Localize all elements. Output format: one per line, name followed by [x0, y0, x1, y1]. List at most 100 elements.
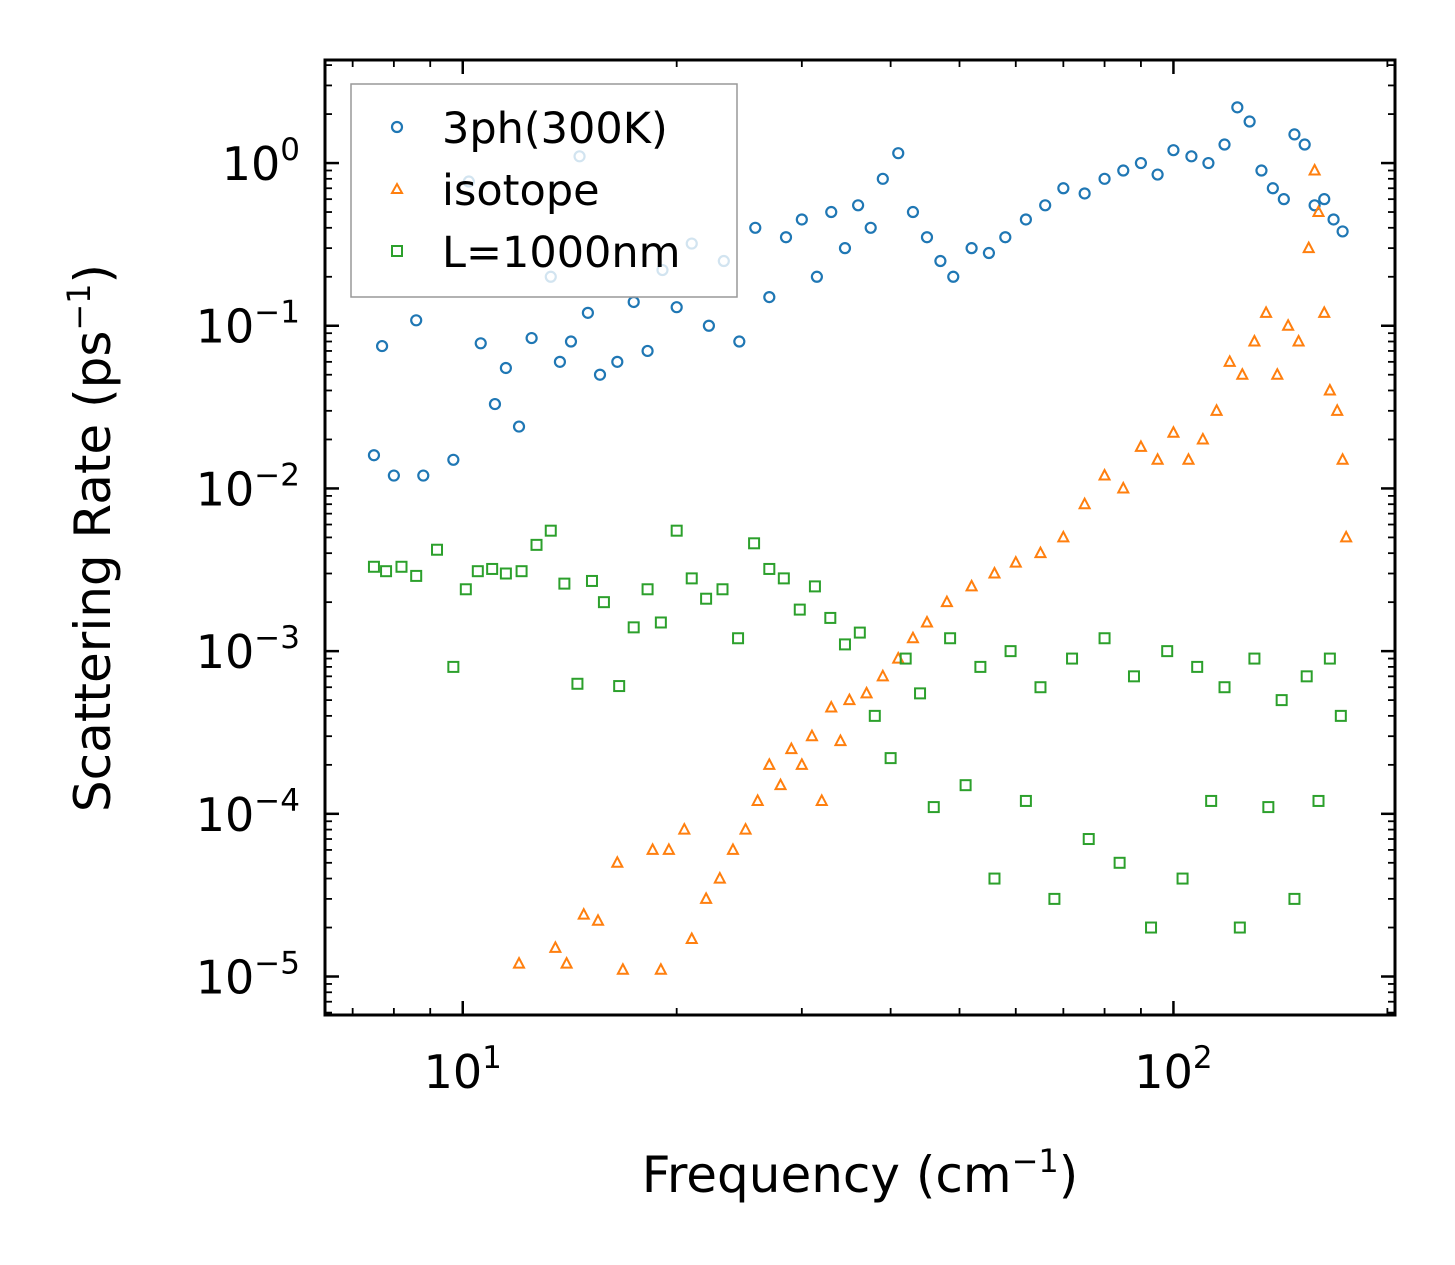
data-point [784, 741, 799, 755]
data-point [947, 270, 960, 283]
data-point [1335, 452, 1350, 465]
data-point [616, 962, 630, 975]
data-point [387, 469, 400, 482]
data-point [1317, 305, 1331, 318]
data-point [410, 569, 423, 582]
data-point [999, 231, 1012, 244]
data-point [645, 842, 660, 855]
data-point [1243, 115, 1256, 128]
data-point [1330, 403, 1344, 416]
data-point [959, 779, 972, 792]
y-tick-label: 100 [222, 132, 300, 191]
data-point [749, 221, 762, 234]
data-point [1311, 204, 1326, 218]
data-point [779, 231, 793, 244]
data-point [515, 565, 528, 578]
data-point [1196, 431, 1210, 445]
data-point [488, 397, 502, 411]
data-point [825, 205, 838, 219]
data-point [677, 821, 691, 835]
data-point [892, 147, 905, 160]
data-point [1312, 794, 1325, 807]
data-point [1127, 670, 1140, 683]
data-point [486, 562, 499, 575]
data-point [965, 242, 978, 255]
y-tick-label: 10−5 [196, 946, 300, 1005]
data-point [842, 692, 857, 706]
data-point [777, 572, 790, 585]
data-point [815, 793, 829, 806]
data-point [763, 562, 776, 575]
data-point [1209, 403, 1224, 416]
x-tick-label: 102 [1134, 1040, 1212, 1099]
data-point [1166, 425, 1181, 438]
data-point [530, 538, 543, 551]
data-point [1150, 452, 1165, 465]
data-point [987, 565, 1002, 579]
series-2 [367, 524, 1347, 934]
data-point [1098, 632, 1111, 645]
data-point [375, 339, 389, 353]
data-point [654, 616, 667, 629]
data-point [773, 777, 788, 791]
data-point [447, 660, 460, 673]
data-point [927, 801, 940, 814]
data-point [914, 687, 927, 700]
data-marks [367, 101, 1353, 975]
series-1 [512, 162, 1353, 975]
data-point [1176, 872, 1189, 885]
data-point [988, 872, 1001, 885]
data-point [906, 630, 920, 644]
data-point [859, 685, 874, 699]
data-point [1117, 164, 1130, 177]
data-point [1300, 670, 1313, 683]
data-point [1259, 305, 1273, 318]
data-point [1181, 452, 1196, 465]
data-point [417, 469, 430, 482]
data-point [1185, 150, 1198, 163]
data-point [795, 213, 808, 226]
data-point [944, 632, 957, 645]
y-tick-label: 10−3 [196, 620, 300, 679]
data-point [1288, 892, 1301, 905]
x-axis-label: Frequency (cm−1) [642, 1142, 1079, 1204]
data-point [1113, 856, 1126, 869]
y-axis-label: Scattering Rate (ps−1) [60, 264, 122, 812]
data-point [1034, 681, 1047, 694]
data-point [1218, 138, 1231, 151]
y-tick-label: 10−2 [196, 457, 300, 516]
legend-box [350, 83, 738, 298]
data-point [763, 291, 776, 304]
data-point [1298, 138, 1311, 151]
data-point [395, 560, 408, 573]
data-point [733, 335, 746, 348]
data-point [1318, 193, 1331, 206]
legend-label-3ph: 3ph(300K) [442, 104, 668, 154]
data-point [702, 319, 715, 332]
data-point [670, 524, 683, 537]
data-point [1255, 164, 1268, 177]
data-point [1161, 645, 1174, 658]
data-point [1334, 709, 1347, 722]
data-point [726, 842, 740, 855]
data-point [627, 295, 640, 309]
data-point [613, 680, 626, 693]
data-point [793, 603, 806, 616]
data-point [748, 537, 761, 550]
data-point [838, 242, 852, 255]
data-point [585, 574, 598, 587]
data-point [899, 652, 912, 665]
data-point [447, 453, 460, 466]
data-point [920, 614, 934, 628]
data-point [1057, 182, 1070, 195]
data-point [1191, 660, 1204, 673]
data-point [1262, 801, 1275, 814]
data-point [577, 907, 591, 920]
data-point [610, 855, 624, 868]
axis-ticks [325, 60, 1395, 1015]
data-point [548, 940, 563, 953]
data-point [1218, 681, 1231, 694]
data-point [1066, 652, 1079, 665]
data-point [906, 205, 920, 219]
data-point [474, 337, 487, 350]
